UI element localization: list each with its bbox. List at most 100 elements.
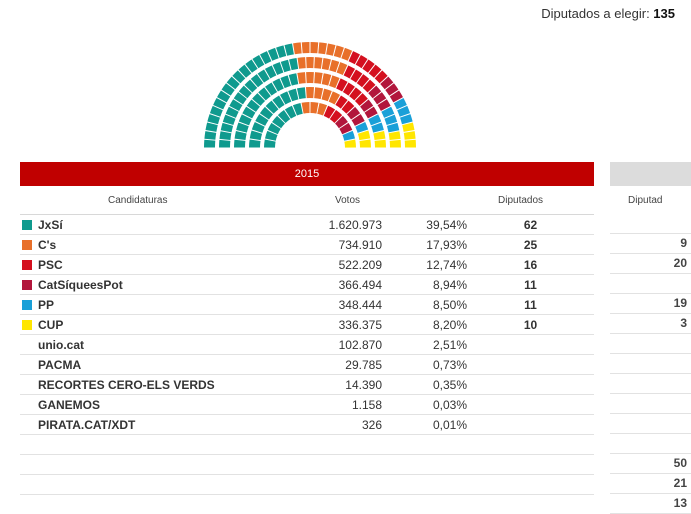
party-row[interactable]: RECORTES CERO-ELS VERDS 14.390 0,35% (20, 374, 594, 395)
party-row[interactable]: PIRATA.CAT/XDT 326 0,01% (20, 414, 594, 435)
party-row[interactable]: CatSíqueesPot 366.494 8,94% 11 (20, 274, 594, 295)
seat-mark (335, 95, 348, 109)
seat-mark (368, 64, 382, 78)
seat-mark (335, 115, 348, 129)
column-headers: Candidaturas Votos Diputados (20, 192, 594, 215)
party-name: GANEMOS (38, 397, 101, 412)
party-seats: 11 (467, 274, 594, 295)
party-name-cell: CUP (20, 314, 220, 335)
party-row[interactable]: GANEMOS 1.158 0,03% (20, 394, 594, 415)
party-row[interactable] (20, 434, 594, 455)
seat-mark (346, 106, 361, 120)
seat-mark (284, 105, 297, 119)
seat-mark (246, 99, 260, 112)
party-name: PP (38, 297, 55, 312)
seat-mark (220, 122, 234, 133)
party-row[interactable] (20, 454, 594, 475)
seat-mark (336, 78, 348, 92)
seat-mark (207, 114, 220, 125)
party-percent: 8,94% (382, 274, 467, 295)
party-seats: 62 (467, 215, 594, 235)
seat-mark (272, 115, 285, 129)
seat-mark (205, 122, 218, 132)
next-col-cell (610, 394, 691, 414)
seat-mark (362, 59, 375, 73)
party-name-cell: JxSí (20, 215, 220, 235)
party-percent: 0,01% (382, 414, 467, 435)
next-column: 9 20 19 3 50 21 13 (610, 214, 691, 514)
seat-mark (264, 65, 277, 79)
next-col-cell (610, 274, 691, 294)
year-header-next[interactable] (610, 162, 691, 186)
party-votes: 366.494 (220, 274, 382, 295)
seat-mark (329, 110, 343, 123)
col-header-candidaturas: Candidaturas (108, 195, 168, 206)
seat-mark (364, 106, 378, 119)
seat-mark (374, 70, 388, 84)
party-percent: 0,03% (382, 394, 467, 415)
year-header-2015[interactable]: 2015 (20, 162, 594, 186)
seat-mark (306, 57, 314, 69)
party-seats (467, 454, 594, 475)
seats-to-elect: Diputados a elegir: 135 (541, 6, 675, 21)
party-name: PSC (38, 257, 63, 272)
seat-mark (301, 102, 310, 114)
seat-mark (349, 87, 362, 101)
party-name: PACMA (38, 357, 82, 372)
seat-mark (321, 88, 332, 102)
next-col-cell (610, 414, 691, 434)
party-name-cell (20, 454, 220, 475)
seat-mark (386, 122, 400, 133)
seat-mark (288, 73, 299, 86)
seat-mark (279, 91, 292, 105)
seat-mark (355, 122, 369, 133)
seat-mark (219, 131, 232, 140)
party-votes (220, 454, 382, 475)
party-percent: 0,73% (382, 354, 467, 375)
party-percent: 8,50% (382, 294, 467, 315)
party-row[interactable]: C's 734.910 17,93% 25 (20, 234, 594, 255)
party-percent (382, 454, 467, 475)
seat-mark (297, 72, 306, 84)
seat-mark (289, 58, 299, 71)
party-row[interactable]: PSC 522.209 12,74% 16 (20, 254, 594, 275)
seat-mark (341, 100, 355, 114)
party-row[interactable]: PACMA 29.785 0,73% (20, 354, 594, 375)
seat-mark (357, 130, 371, 141)
seat-mark (354, 93, 368, 106)
next-col-cell (610, 334, 691, 354)
seat-mark (373, 130, 386, 140)
party-row[interactable]: CUP 336.375 8,20% 10 (20, 314, 594, 335)
seat-mark (255, 114, 269, 126)
seat-mark (341, 47, 353, 61)
seat-mark (244, 79, 258, 93)
seat-mark (276, 45, 287, 58)
party-votes: 1.158 (220, 394, 382, 415)
party-seats (467, 414, 594, 435)
col-header-diputados: Diputados (498, 195, 544, 206)
next-col-header: Diputad (628, 195, 663, 206)
seat-mark (284, 43, 294, 56)
party-color-swatch (22, 319, 32, 330)
party-seats (467, 474, 594, 495)
seat-mark (333, 45, 344, 58)
party-seats: 16 (467, 254, 594, 275)
party-row[interactable]: unio.cat 102.870 2,51% (20, 334, 594, 355)
party-name-cell: PP (20, 294, 220, 315)
seat-mark (219, 139, 231, 148)
seat-mark (404, 139, 416, 148)
seat-mark (342, 82, 355, 96)
seat-mark (360, 99, 374, 112)
party-row[interactable]: JxSí 1.620.973 39,54% 62 (20, 215, 594, 235)
party-row[interactable] (20, 474, 594, 495)
party-votes: 522.209 (220, 254, 382, 275)
seat-mark (252, 55, 265, 69)
next-col-cell: 13 (610, 494, 691, 514)
seat-mark (238, 85, 252, 99)
party-name-cell (20, 434, 220, 455)
party-seats: 11 (467, 294, 594, 315)
party-name-cell: PIRATA.CAT/XDT (20, 414, 220, 435)
party-row[interactable]: PP 348.444 8,50% 11 (20, 294, 594, 315)
party-name: CatSíqueesPot (38, 277, 123, 292)
seat-mark (397, 105, 411, 117)
